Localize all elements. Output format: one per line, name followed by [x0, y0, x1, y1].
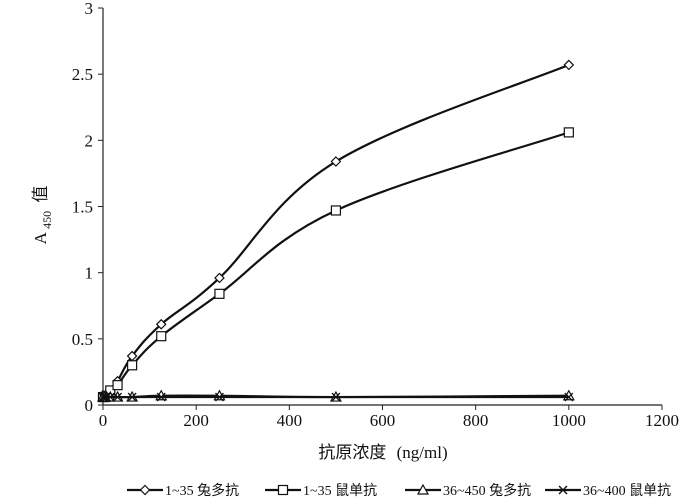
y-tick-label: 0.5 — [72, 330, 93, 349]
data-point — [563, 59, 575, 71]
legend-marker — [139, 484, 151, 496]
data-point — [214, 288, 225, 299]
x-tick-label: 200 — [183, 411, 209, 430]
legend-label: 1~35 兔多抗 — [165, 482, 239, 499]
series-layer — [96, 59, 575, 403]
legend-item-4: 36~400 鼠单抗 — [545, 483, 671, 499]
data-point — [105, 392, 115, 402]
data-point — [98, 392, 108, 402]
data-point — [564, 392, 574, 402]
data-point — [113, 392, 123, 402]
x-tick-label: 1000 — [552, 411, 586, 430]
y-axis-title-sub: 450 — [40, 211, 54, 229]
legend-marker — [416, 483, 430, 495]
x-axis-title-unit: (ng/ml) — [397, 443, 448, 462]
y-tick-label: 1 — [85, 264, 94, 283]
data-point — [331, 392, 341, 402]
legend-label: 36~400 鼠单抗 — [583, 483, 671, 499]
data-point — [330, 205, 342, 216]
legend: 1~35 兔多抗 1~35 鼠单抗 36~450 兔多抗 36~400 鼠单抗 — [127, 482, 671, 499]
legend-item-3: 36~450 兔多抗 — [405, 482, 531, 499]
legend-marker — [277, 484, 289, 496]
x-axis-title-main: 抗原浓度 — [318, 443, 386, 462]
y-tick-label: 2.5 — [72, 65, 93, 84]
data-point — [214, 272, 225, 284]
data-point — [330, 156, 342, 167]
y-axis-title-base: A — [31, 231, 50, 244]
y-tick-label: 2 — [85, 131, 94, 150]
y-tick-label: 1.5 — [72, 198, 93, 217]
x-tick-label: 400 — [277, 411, 303, 430]
data-point — [156, 331, 167, 342]
legend-label: 36~450 兔多抗 — [443, 482, 531, 499]
legend-item-2: 1~35 鼠单抗 — [265, 483, 377, 499]
series-line — [102, 131, 570, 399]
legend-marker — [558, 485, 568, 495]
x-tick-label: 600 — [370, 411, 396, 430]
series-3 — [96, 389, 575, 402]
series-1 — [97, 59, 575, 403]
y-tick-label: 3 — [85, 0, 94, 18]
data-point — [155, 318, 167, 330]
series-2 — [97, 127, 574, 403]
legend-item-1: 1~35 兔多抗 — [127, 482, 239, 499]
data-point — [112, 380, 123, 391]
legend-label: 1~35 鼠单抗 — [303, 483, 377, 499]
y-axis-title: A 450 值 — [31, 186, 55, 245]
data-point — [563, 127, 574, 138]
y-tick-label: 0 — [85, 396, 94, 415]
data-point — [214, 392, 224, 402]
data-point — [127, 360, 138, 371]
x-axis-title: 抗原浓度 (ng/ml) — [318, 443, 447, 462]
y-axis-title-suffix: 值 — [31, 186, 50, 203]
data-point — [156, 392, 166, 402]
data-point — [102, 392, 112, 402]
x-tick-label: 800 — [463, 411, 489, 430]
data-point — [127, 392, 137, 402]
axes: 0 200 400 600 800 1000 1200 0 0.5 1 1.5 2 2.5 3 — [72, 0, 679, 430]
x-tick-label: 0 — [99, 411, 108, 430]
x-tick-label: 1200 — [645, 411, 679, 430]
series-line — [102, 63, 570, 399]
series-4 — [98, 392, 574, 402]
